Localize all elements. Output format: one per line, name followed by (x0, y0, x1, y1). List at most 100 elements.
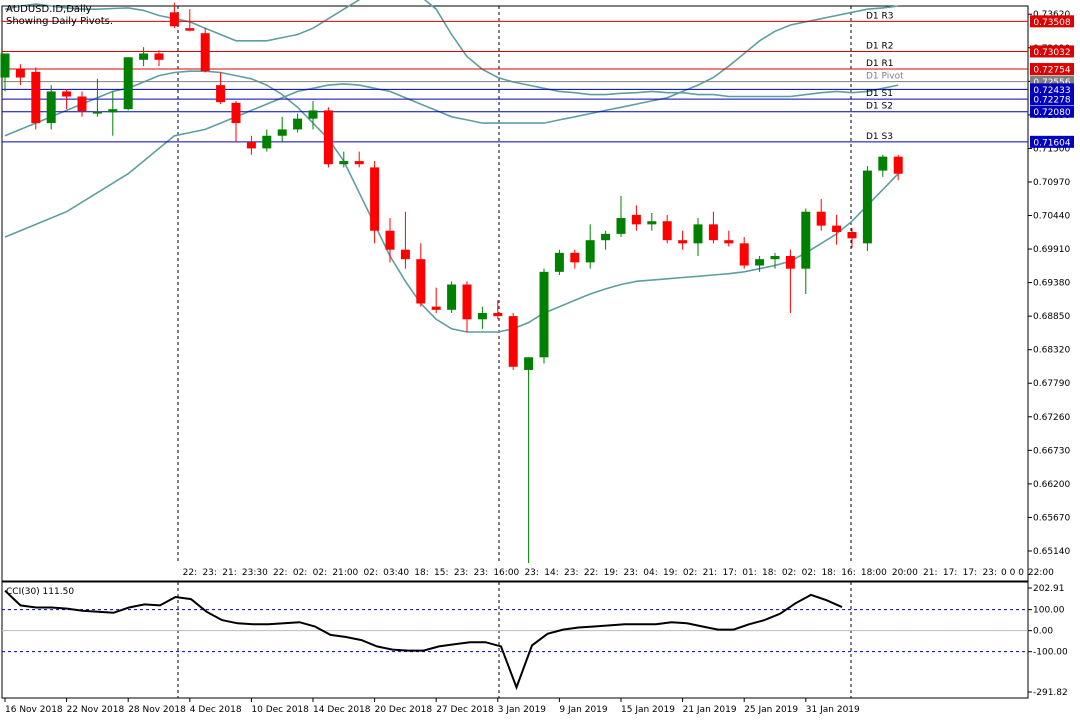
bollinger-lower-band (4, 5, 899, 238)
time-strip-label: 16: (841, 568, 855, 578)
candle-body (647, 221, 657, 225)
candle-body (123, 57, 133, 110)
candle-body (0, 53, 10, 78)
time-strip-label: 17: (943, 568, 957, 578)
candle-body (601, 233, 611, 241)
date-axis-label: 22 Nov 2018 (67, 705, 125, 715)
time-strip-label: 18: (762, 568, 776, 578)
date-axis-label: 16 Nov 2018 (5, 705, 63, 715)
candle-body (293, 118, 303, 130)
pivot-price-badge (1030, 135, 1074, 148)
cci-axis-label: 202.91 (1033, 584, 1065, 594)
pivot-price-badge (1030, 93, 1074, 106)
price-axis-label: 0.68850 (1033, 312, 1070, 322)
time-strip-label: 19: (663, 568, 677, 578)
date-axis-label: 3 Jan 2019 (498, 705, 546, 715)
price-axis-label: 0.65670 (1033, 513, 1070, 523)
candle-body (724, 240, 734, 244)
time-strip-label: 21:00 (332, 568, 358, 578)
pivot-price-badge-label: 0.71604 (1033, 138, 1070, 148)
pivot-line-label: D1 Pivot (866, 72, 904, 82)
pivot-price-badge-label: 0.73508 (1033, 18, 1070, 28)
candle-body (739, 243, 749, 266)
price-axis-label: 0.71500 (1033, 144, 1070, 154)
bollinger-upper-band (4, 0, 899, 98)
date-axis-label: 27 Dec 2018 (436, 705, 494, 715)
candle-body (662, 221, 672, 241)
date-axis-label: 31 Jan 2019 (806, 705, 860, 715)
time-strip-label: 18: (821, 568, 835, 578)
pivot-price-badge (1030, 105, 1074, 118)
price-axis-label: 0.66200 (1033, 480, 1070, 490)
time-strip-label: 18: (414, 568, 428, 578)
candle-body (708, 224, 718, 241)
candle-body (308, 110, 318, 119)
candle-body (847, 231, 857, 239)
cci-label: CCI(30) 111.50 (6, 587, 74, 597)
cci-line (4, 589, 843, 691)
price-axis-label: 0.65140 (1033, 547, 1070, 557)
time-strip-label: 21: (222, 568, 236, 578)
time-strip-label: 0 (1001, 568, 1007, 578)
candle-body (354, 161, 364, 165)
date-axis-label: 9 Jan 2019 (559, 705, 607, 715)
time-strip-label: 22:00 (1028, 568, 1054, 578)
candle-body (262, 135, 272, 149)
candle-body (385, 230, 395, 250)
candle-body (785, 256, 795, 269)
pivot-line-label: D1 S3 (866, 132, 893, 142)
time-strip-label: 16:00 (493, 568, 519, 578)
pivot-price-badge (1030, 63, 1074, 76)
price-pane-frame (1, 5, 1029, 582)
pivot-line-label: D1 R2 (866, 41, 894, 51)
candle-body (524, 357, 534, 370)
candle-body (92, 111, 102, 114)
pivot-price-badge (1030, 45, 1074, 58)
time-strip-label: 14: (544, 568, 558, 578)
candle-body (508, 316, 518, 367)
pivot-price-badge-label: 0.72080 (1033, 108, 1070, 118)
time-strip-label: 17: (963, 568, 977, 578)
time-strip-label: 23: (454, 568, 468, 578)
time-strip-label: 23:30 (242, 568, 268, 578)
date-axis-label: 25 Jan 2019 (744, 705, 798, 715)
candle-body (539, 271, 549, 358)
time-strip-label: 23: (474, 568, 488, 578)
pivot-price-badge-label: 0.73032 (1033, 48, 1070, 58)
candle-body (878, 156, 888, 171)
time-strip-label: 20:00 (892, 568, 918, 578)
time-strip-label: 02: (683, 568, 697, 578)
candle-body (893, 156, 903, 174)
candle-body (678, 240, 688, 244)
candle-body (31, 71, 41, 124)
candle-body (277, 129, 287, 136)
candle-body (570, 252, 580, 263)
candle-body (862, 170, 872, 244)
candle-body (477, 312, 487, 320)
candle-body (216, 85, 226, 103)
candle-body (139, 53, 149, 60)
time-strip-label: 03:40 (383, 568, 409, 578)
time-strip-label: 0 (1018, 568, 1024, 578)
pivot-line-label: D1 S2 (866, 102, 893, 112)
bollinger-middle-band (4, 70, 899, 333)
time-strip-label: 23: (623, 568, 637, 578)
candle-body (631, 214, 641, 225)
pivot-line-label: D1 R1 (866, 59, 894, 69)
candle-body (169, 12, 179, 27)
cci-axis-label: -100.00 (1033, 648, 1068, 658)
candle-body (154, 53, 164, 60)
time-strip-label: 23: (982, 568, 996, 578)
candle-body (801, 211, 811, 269)
cci-axis-label: 0.00 (1033, 627, 1053, 637)
date-axis-label: 15 Jan 2019 (621, 705, 675, 715)
candle-body (400, 249, 410, 260)
time-strip-label: 23: (564, 568, 578, 578)
candle-body (431, 306, 441, 310)
pivot-indicator-label: Showing Daily Pivots. (6, 16, 114, 27)
pivot-price-badge (1030, 83, 1074, 96)
time-strip-label: 0 (1010, 568, 1016, 578)
date-axis-label: 14 Dec 2018 (313, 705, 371, 715)
